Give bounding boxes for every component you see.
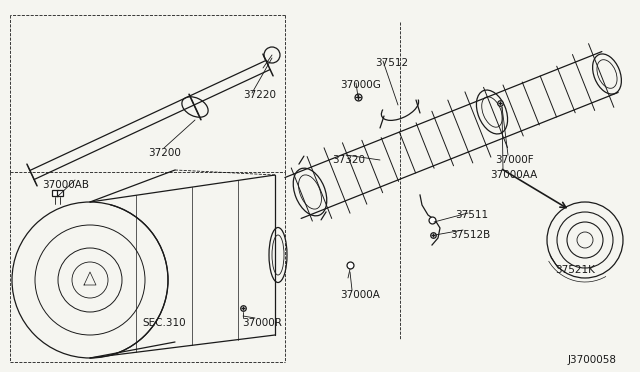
Text: J3700058: J3700058 [568, 355, 617, 365]
Text: 37512: 37512 [375, 58, 408, 68]
Text: 37000AA: 37000AA [490, 170, 537, 180]
Text: 37512B: 37512B [450, 230, 490, 240]
Text: 37200: 37200 [148, 148, 181, 158]
Text: 37320: 37320 [332, 155, 365, 165]
Text: 37000A: 37000A [340, 290, 380, 300]
Text: 37511: 37511 [455, 210, 488, 220]
Text: 37220: 37220 [243, 90, 276, 100]
Text: 37000F: 37000F [495, 155, 534, 165]
Text: SEC.310: SEC.310 [142, 318, 186, 328]
Text: 37000G: 37000G [340, 80, 381, 90]
Text: 37521K: 37521K [555, 265, 595, 275]
Text: 37000R: 37000R [242, 318, 282, 328]
Text: 37000AB: 37000AB [42, 180, 89, 190]
